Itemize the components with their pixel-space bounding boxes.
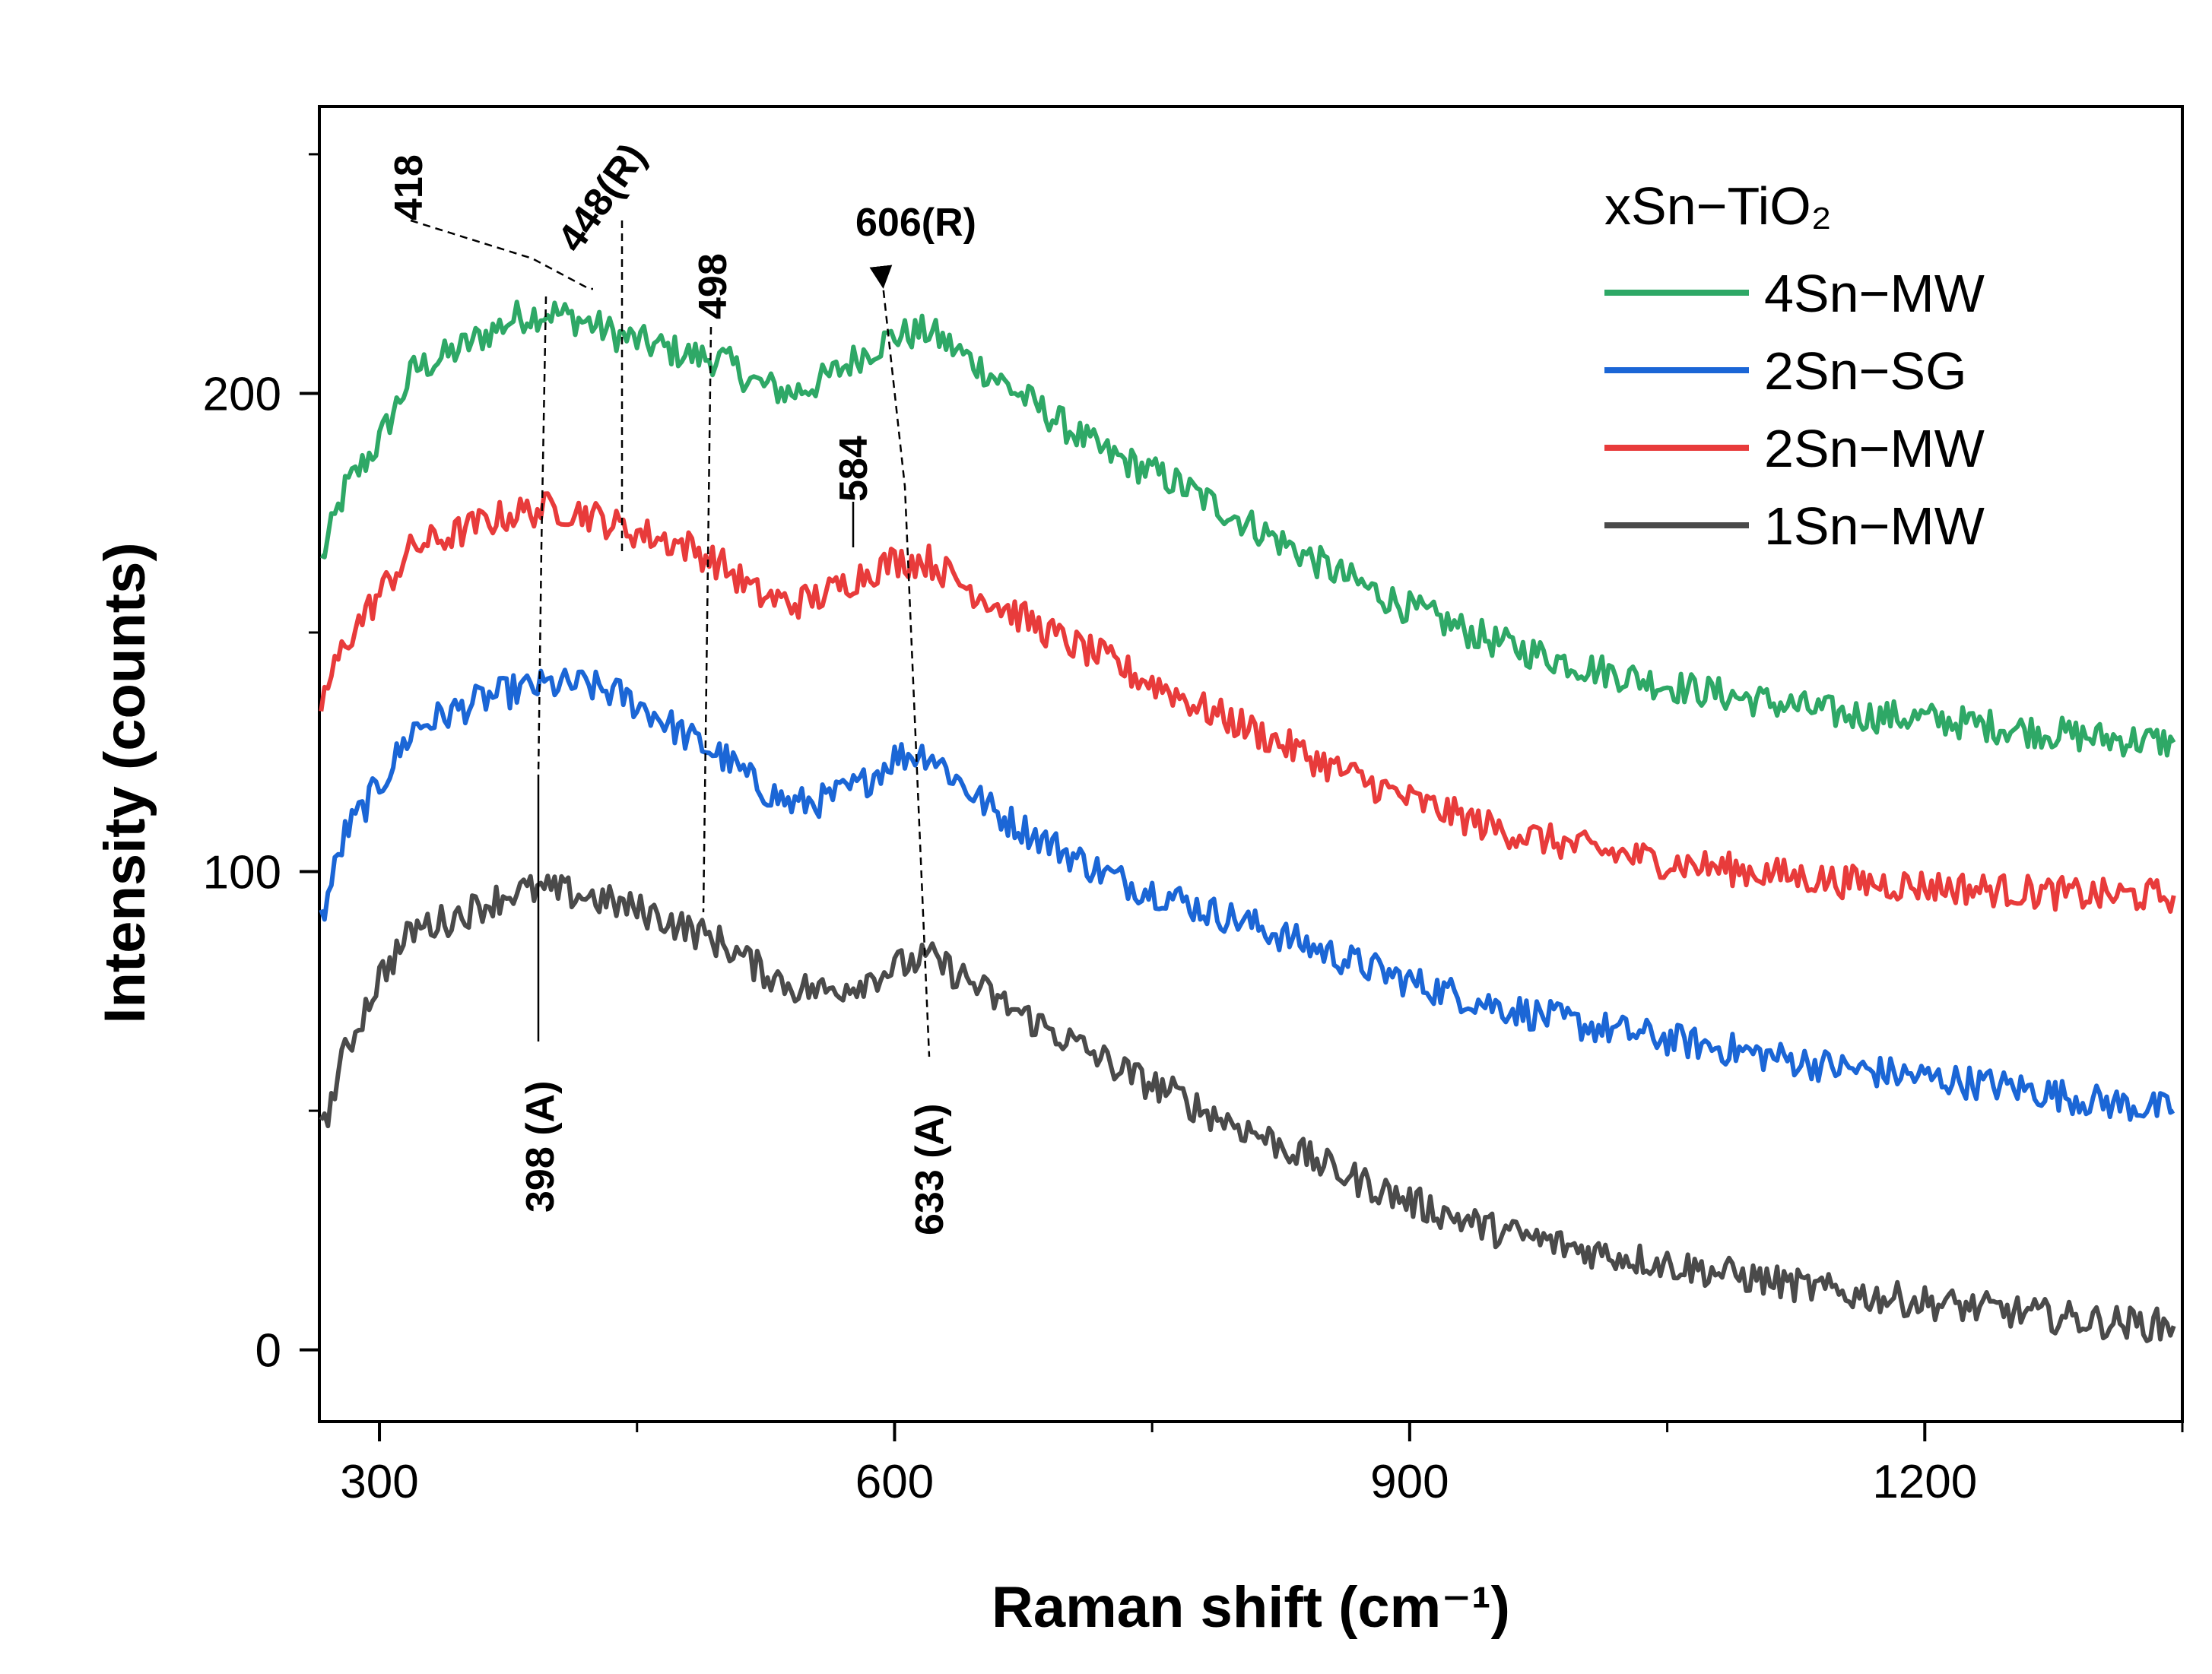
x-tick-label: 300: [340, 1456, 418, 1508]
series-line-3: [319, 873, 2176, 1343]
legend-label: 2Sn−SG: [1764, 341, 1967, 401]
x-axis-title: Raman shift (cm⁻¹): [992, 1575, 1510, 1640]
y-axis-ticks: 0 100 200: [203, 153, 319, 1378]
legend-label: 2Sn−MW: [1764, 419, 1985, 478]
y-tick-label: 0: [255, 1325, 281, 1378]
x-axis-ticks: 300 600 900 1200: [340, 1422, 2184, 1508]
guide-633: [869, 265, 931, 1057]
series-line-0: [320, 300, 2176, 758]
guide-498: [702, 326, 712, 913]
annotation-584: 584: [832, 436, 876, 502]
series-group: [319, 300, 2176, 1343]
legend-label: 4Sn−MW: [1764, 264, 1985, 323]
x-tick-label: 900: [1370, 1456, 1449, 1508]
y-axis-title: Intensity (counts): [93, 542, 157, 1023]
annotation-418: 418: [387, 154, 431, 220]
guide-398: [537, 296, 547, 776]
legend-title: xSn−TiO₂: [1604, 176, 1832, 236]
x-tick-label: 600: [855, 1456, 934, 1508]
legend: xSn−TiO₂ 4Sn−MW 2Sn−SG 2Sn−MW 1Sn−MW: [1604, 176, 1985, 556]
y-tick-label: 200: [203, 368, 281, 420]
annotation-606: 606(R): [855, 201, 976, 245]
plot-frame: [318, 105, 2184, 1423]
x-tick-label: 1200: [1872, 1456, 1977, 1508]
annotation-448: 448(R): [549, 135, 655, 259]
annotation-633: 633 (A): [908, 1104, 952, 1235]
series-line-1: [319, 667, 2176, 1122]
annotation-398: 398 (A): [519, 1081, 563, 1213]
y-tick-label: 100: [203, 847, 281, 899]
annotation-498: 498: [691, 253, 735, 319]
guide-418-448: [410, 219, 593, 290]
legend-label: 1Sn−MW: [1764, 496, 1985, 556]
series-line-2: [319, 491, 2176, 914]
peak-guide-lines: [410, 219, 931, 1057]
